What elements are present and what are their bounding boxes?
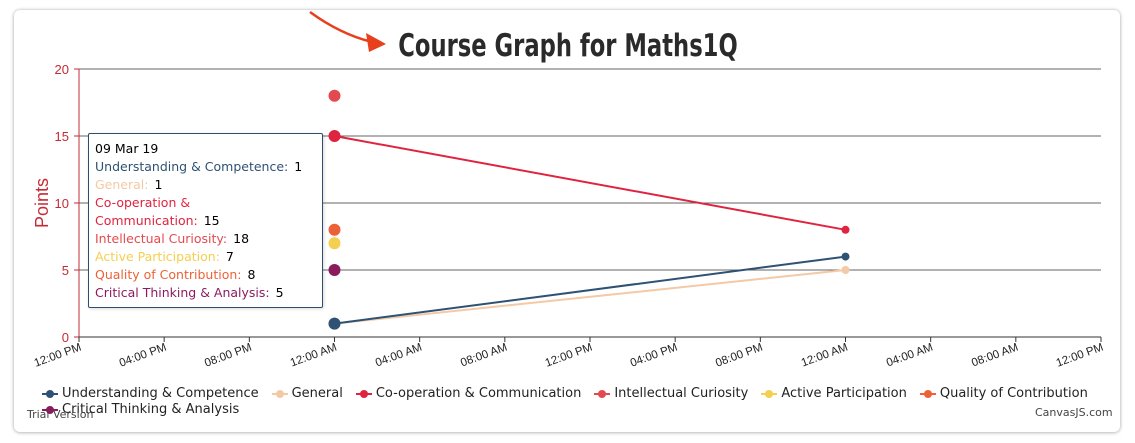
tooltip-label: Quality of Contribution: xyxy=(95,267,242,282)
arrow-head xyxy=(366,33,386,52)
legend-label: Critical Thinking & Analysis xyxy=(62,402,240,417)
legend-item[interactable]: Quality of Contribution xyxy=(919,386,1088,402)
chart-title: Course Graph for Maths1Q xyxy=(398,27,737,63)
tooltip: 09 Mar 19 Understanding & Competence: 1 Ge… xyxy=(88,133,323,308)
x-tick-label: 12:00 PM xyxy=(33,342,83,370)
data-point[interactable] xyxy=(841,225,850,234)
y-tick-label: 10 xyxy=(55,196,69,211)
legend-marker-icon xyxy=(42,389,58,398)
data-point[interactable] xyxy=(328,130,341,142)
legend-item[interactable]: Understanding & Competence xyxy=(42,386,259,402)
legend-label: Quality of Contribution xyxy=(939,386,1088,401)
data-point[interactable] xyxy=(328,317,341,330)
tooltip-value: 1 xyxy=(294,159,303,174)
legend-item[interactable]: Active Participation xyxy=(761,386,907,402)
y-axis-label: Points xyxy=(32,178,52,228)
x-tick-label: 04:00 PM xyxy=(118,342,168,370)
data-point[interactable] xyxy=(328,237,341,250)
tooltip-value: 1 xyxy=(154,177,163,192)
data-point[interactable] xyxy=(328,223,341,236)
legend-marker-icon xyxy=(355,389,372,398)
legend-label: Active Participation xyxy=(781,386,907,401)
tooltip-row: Active Participation: 7 xyxy=(95,248,316,266)
series-line xyxy=(334,255,846,325)
legend-marker-icon xyxy=(919,389,936,398)
legend-label: Co-operation & Communication xyxy=(375,386,582,401)
legend-marker-icon xyxy=(42,405,58,414)
x-tick-label: 08:00 AM xyxy=(970,342,1020,370)
x-tick-label: 04:00 PM xyxy=(629,342,679,370)
legend-label: General xyxy=(291,386,343,401)
y-tick-label: 20 xyxy=(55,62,69,77)
legend-item[interactable]: Intellectual Curiosity xyxy=(594,386,748,402)
arrow-annotation xyxy=(309,10,386,52)
tooltip-value: 8 xyxy=(247,267,256,282)
tooltip-value: 5 xyxy=(275,285,284,300)
tooltip-row: Quality of Contribution: 8 xyxy=(95,266,316,284)
legend-item[interactable]: Co-operation & Communication xyxy=(355,386,582,402)
x-tick-label: 08:00 AM xyxy=(459,342,509,370)
x-tick-label: 12:00 PM xyxy=(544,342,594,370)
tooltip-row: Co-operation & Communication: 15 xyxy=(95,194,316,230)
y-tick-label: 5 xyxy=(62,263,69,278)
data-point[interactable] xyxy=(328,264,341,276)
legend-marker-icon xyxy=(594,389,611,398)
tooltip-value: 18 xyxy=(233,231,250,246)
x-axis: 12:00 PM 04:00 PM 08:00 PM 12:00 AM 04:00 AM… xyxy=(33,336,1105,370)
legend-marker-icon xyxy=(761,389,778,398)
legend-item[interactable]: Critical Thinking & Analysis xyxy=(42,402,239,418)
legend-item[interactable]: General xyxy=(271,386,343,402)
tooltip-label: Understanding & Competence: xyxy=(95,159,289,174)
x-tick-label: 04:00 AM xyxy=(374,342,424,370)
tooltip-value: 15 xyxy=(203,213,220,228)
x-tick-label: 08:00 PM xyxy=(714,342,764,370)
data-point[interactable] xyxy=(841,266,850,274)
legend-marker-icon xyxy=(271,389,288,398)
x-tick-label: 08:00 PM xyxy=(203,342,253,370)
data-point[interactable] xyxy=(841,252,850,261)
y-tick-label: 0 xyxy=(62,330,69,345)
data-point[interactable] xyxy=(328,89,341,102)
legend-label: Intellectual Curiosity xyxy=(614,386,749,401)
tooltip-value: 7 xyxy=(225,249,234,264)
x-tick-label: 12:00 AM xyxy=(289,342,339,370)
arrow-shaft xyxy=(309,10,373,44)
tooltip-label: Active Participation: xyxy=(95,249,220,264)
x-tick-label: 12:00 AM xyxy=(800,342,850,370)
tooltip-label: General: xyxy=(95,177,149,192)
y-tick-label: 15 xyxy=(55,129,69,144)
trial-version-label: Trial Version xyxy=(27,408,94,421)
x-tick-label: 12:00 PM xyxy=(1055,342,1105,370)
tooltip-row: Intellectual Curiosity: 18 xyxy=(95,230,316,248)
canvasjs-credit-link[interactable]: CanvasJS.com xyxy=(1035,406,1113,419)
tooltip-row: Critical Thinking & Analysis: 5 xyxy=(95,284,316,302)
tooltip-row: General: 1 xyxy=(95,176,316,194)
series-line xyxy=(334,269,846,325)
tooltip-label: Critical Thinking & Analysis: xyxy=(95,285,270,300)
y-axis: 0 5 10 15 20 xyxy=(55,62,80,345)
x-tick-label: 04:00 AM xyxy=(885,342,935,370)
tooltip-label: Intellectual Curiosity: xyxy=(95,231,228,246)
tooltip-row: Understanding & Competence: 1 xyxy=(95,158,316,176)
tooltip-label: Co-operation & Communication: xyxy=(95,195,198,228)
legend: Understanding & Competence General Co-oper… xyxy=(42,386,1112,418)
series-layer xyxy=(328,89,850,330)
legend-label: Understanding & Competence xyxy=(62,386,259,401)
tooltip-date: 09 Mar 19 xyxy=(95,141,159,156)
series-line xyxy=(334,135,846,231)
